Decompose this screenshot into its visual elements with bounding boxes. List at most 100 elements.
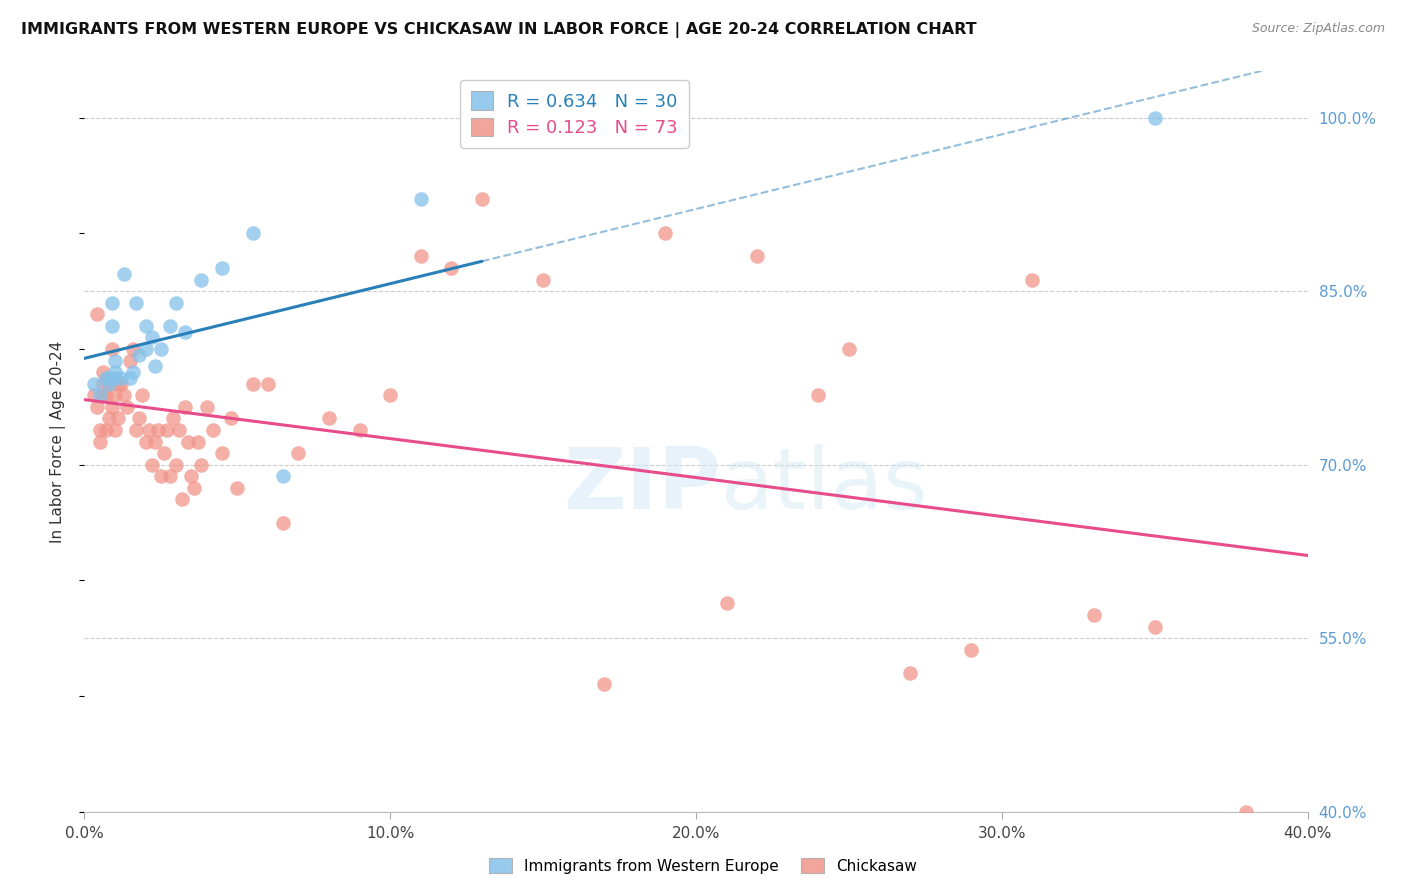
Point [101, 400, 124, 414]
Text: Source: ZipAtlas.com: Source: ZipAtlas.com [1251, 22, 1385, 36]
Point [110, 371, 132, 385]
Point [104, 423, 127, 437]
Point [960, 642, 983, 657]
Point [143, 359, 166, 374]
Point [898, 665, 921, 680]
Point [211, 446, 233, 460]
Point [89, 434, 111, 449]
Point [271, 516, 294, 530]
Point [807, 388, 830, 402]
Text: ZIP: ZIP [562, 444, 720, 527]
Point [165, 295, 187, 310]
Point [83, 388, 105, 402]
Point [159, 318, 181, 333]
Point [654, 227, 676, 241]
Point [125, 295, 148, 310]
Point [97, 376, 120, 391]
Point [86, 400, 108, 414]
Point [242, 227, 264, 241]
Point [122, 342, 145, 356]
Point [101, 318, 124, 333]
Point [593, 677, 616, 691]
Point [83, 376, 105, 391]
Point [409, 250, 432, 264]
Point [97, 376, 120, 391]
Point [1021, 272, 1043, 286]
Point [219, 411, 242, 425]
Point [138, 423, 160, 437]
Point [183, 481, 205, 495]
Point [471, 192, 494, 206]
Point [97, 411, 120, 425]
Point [149, 342, 172, 356]
Point [195, 400, 218, 414]
Point [104, 365, 127, 379]
Point [94, 423, 117, 437]
Point [94, 388, 117, 402]
Point [91, 365, 114, 379]
Point [180, 469, 202, 483]
Point [141, 458, 163, 472]
Point [716, 597, 738, 611]
Point [89, 423, 111, 437]
Point [101, 342, 124, 356]
Point [89, 388, 111, 402]
Point [104, 388, 127, 402]
Point [201, 423, 224, 437]
Point [135, 434, 157, 449]
Point [380, 388, 402, 402]
Point [165, 458, 187, 472]
Point [531, 272, 554, 286]
Point [1143, 111, 1166, 125]
Point [107, 411, 129, 425]
Point [271, 469, 294, 483]
Point [125, 423, 148, 437]
Point [174, 400, 197, 414]
Legend: R = 0.634   N = 30, R = 0.123   N = 73: R = 0.634 N = 30, R = 0.123 N = 73 [460, 80, 689, 148]
Point [141, 330, 163, 344]
Y-axis label: In Labor Force | Age 20-24: In Labor Force | Age 20-24 [49, 341, 66, 542]
Point [97, 371, 120, 385]
Point [112, 267, 135, 281]
Point [174, 325, 197, 339]
Point [1143, 619, 1166, 633]
Point [186, 434, 208, 449]
Point [190, 272, 212, 286]
Point [159, 469, 181, 483]
Point [120, 353, 142, 368]
Point [91, 388, 114, 402]
Point [101, 295, 124, 310]
Point [287, 446, 309, 460]
Point [120, 371, 142, 385]
Point [242, 376, 264, 391]
Point [838, 342, 860, 356]
Point [86, 307, 108, 321]
Point [131, 388, 153, 402]
Point [440, 260, 463, 275]
Point [128, 348, 150, 362]
Point [257, 376, 280, 391]
Point [91, 376, 114, 391]
Point [135, 342, 157, 356]
Point [226, 481, 249, 495]
Point [190, 458, 212, 472]
Point [156, 423, 179, 437]
Point [1083, 608, 1105, 623]
Point [128, 411, 150, 425]
Point [211, 260, 233, 275]
Text: atlas: atlas [720, 444, 928, 527]
Point [135, 318, 157, 333]
Point [104, 353, 127, 368]
Point [122, 365, 145, 379]
Point [94, 371, 117, 385]
Point [162, 411, 184, 425]
Point [107, 376, 129, 391]
Text: IMMIGRANTS FROM WESTERN EUROPE VS CHICKASAW IN LABOR FORCE | AGE 20-24 CORRELATI: IMMIGRANTS FROM WESTERN EUROPE VS CHICKA… [21, 22, 977, 38]
Point [318, 411, 340, 425]
Point [143, 434, 166, 449]
Point [112, 388, 135, 402]
Point [747, 250, 769, 264]
Point [177, 434, 200, 449]
Point [104, 371, 127, 385]
Point [149, 469, 172, 483]
